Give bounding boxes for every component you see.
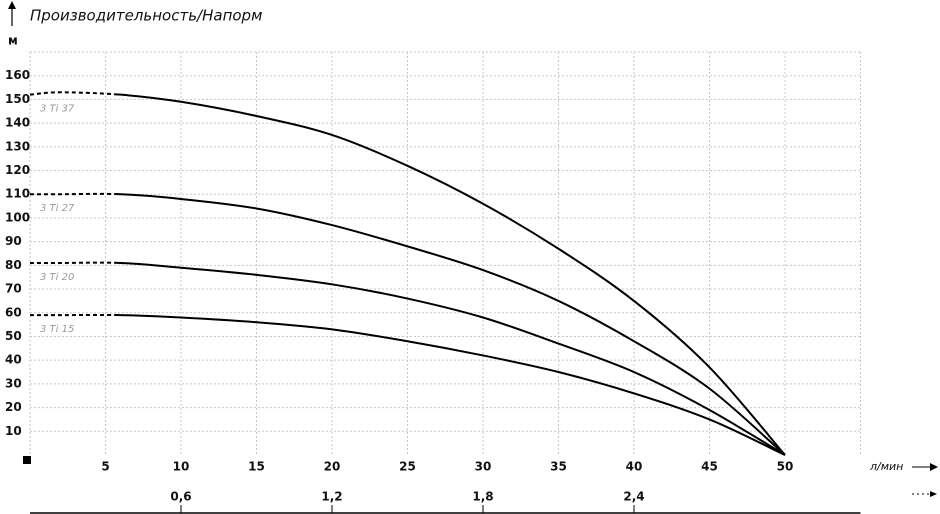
y-tick-label: 60 — [5, 305, 22, 319]
x-tick-label: 25 — [399, 460, 416, 474]
y-axis-label: м — [8, 34, 18, 48]
x2-tick-label: 0,6 — [170, 490, 191, 504]
series-label: 3 Ti 20 — [40, 272, 74, 283]
x2-tick-label: 2,4 — [623, 490, 644, 504]
series-label: 3 Ti 15 — [40, 324, 74, 335]
y-tick-label: 90 — [5, 234, 22, 248]
line — [29, 313, 786, 456]
y-tick-label: 100 — [5, 210, 30, 224]
y-axis-arrowhead — [8, 1, 16, 9]
y-tick-label: 110 — [5, 187, 30, 201]
chart-title: Производительность/Напорм — [30, 7, 262, 25]
y-tick-label: 30 — [5, 376, 22, 390]
y-tick-label: 120 — [5, 163, 30, 177]
x-tick-label: 35 — [550, 460, 567, 474]
series-label: 3 Ti 37 — [40, 104, 75, 115]
x2-tick-label: 1,2 — [321, 490, 342, 504]
y-tick-label: 70 — [5, 282, 22, 296]
x-tick-label: 15 — [248, 460, 265, 474]
x-tick-label: 5 — [101, 460, 109, 474]
y-tick-label: 130 — [5, 139, 30, 153]
y-tick-label: 10 — [5, 424, 22, 438]
x-tick-label: 40 — [626, 460, 643, 474]
x2-tick-label: 1,8 — [472, 490, 493, 504]
x-tick-label: 45 — [701, 460, 718, 474]
y-tick-label: 20 — [5, 400, 22, 414]
line — [30, 261, 786, 456]
y-tick-label: 150 — [5, 92, 30, 106]
y-tick-label: 160 — [5, 68, 30, 82]
y-tick-label: 50 — [5, 329, 22, 343]
x-tick-label: 50 — [777, 460, 794, 474]
x-axis-arrowhead — [930, 463, 938, 471]
x-tick-label: 20 — [324, 460, 341, 474]
line — [30, 192, 786, 456]
y-tick-label: 40 — [5, 353, 22, 367]
y-tick-label: 80 — [5, 258, 22, 272]
origin-marker — [23, 456, 31, 464]
line — [29, 91, 786, 456]
x-axis-label: л/мин — [869, 460, 903, 473]
y-tick-label: 140 — [5, 116, 30, 130]
x2-axis-arrowhead — [930, 491, 937, 497]
x-tick-label: 30 — [475, 460, 492, 474]
series-label: 3 Ti 27 — [40, 203, 75, 214]
x-tick-label: 10 — [173, 460, 190, 474]
